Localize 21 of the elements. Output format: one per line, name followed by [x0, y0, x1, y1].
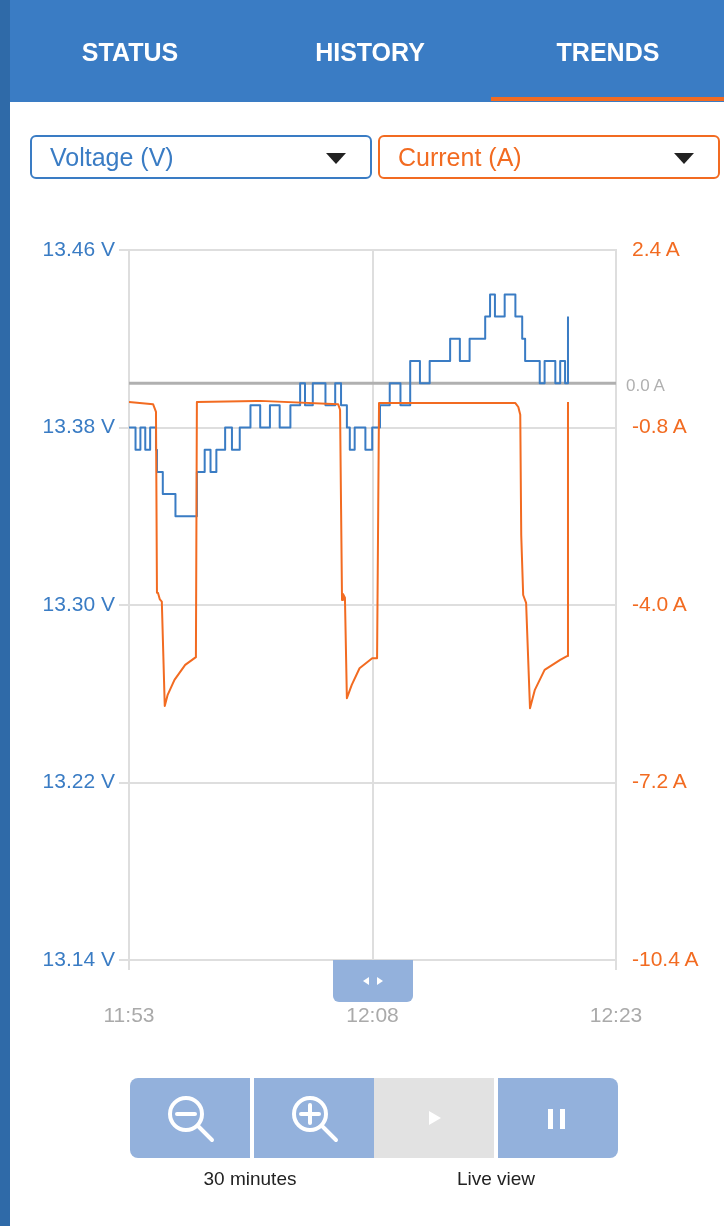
y2-tick-label: 2.4 A: [632, 236, 680, 260]
y2-tick-label: -0.8 A: [632, 414, 687, 438]
text: HISTORY: [314, 38, 426, 67]
text: 30 minutes: [202, 1168, 298, 1190]
y-tick-label: 13.30 V: [42, 591, 115, 615]
y2-tick-label: -10.4 A: [632, 946, 699, 970]
y2-tick-label: -7.2 A: [632, 769, 687, 793]
y-axis-title: Voltage (V): [50, 143, 174, 171]
y-tick-label: 13.22 V: [42, 769, 115, 793]
x-tick-label: 11:53: [103, 1003, 155, 1027]
y2-tick-label: -4.0 A: [632, 591, 687, 615]
x-tick-label: 12:23: [589, 1003, 643, 1027]
text: STATUS: [80, 38, 180, 67]
ref-line-label: 0.0 A: [626, 375, 666, 395]
x-tick-label: 12:08: [346, 1003, 399, 1027]
text: Live view: [455, 1168, 537, 1190]
y2-axis-title: Current (A): [398, 143, 522, 171]
y-tick-label: 13.14 V: [42, 946, 115, 970]
y-tick-label: 13.46 V: [42, 236, 115, 260]
text: TRENDS: [555, 38, 661, 67]
y-tick-label: 13.38 V: [42, 414, 115, 438]
